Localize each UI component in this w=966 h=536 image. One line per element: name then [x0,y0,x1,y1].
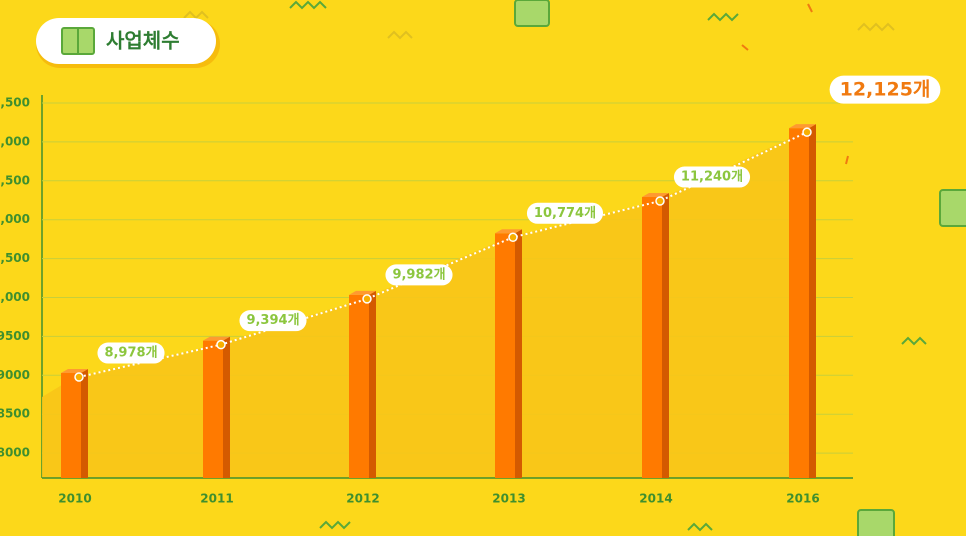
point [74,372,84,382]
title-icon [61,27,95,55]
bar-top [203,336,230,341]
bar [789,128,809,479]
y-tick-label: 8500 [0,407,30,421]
x-tick-label: 2013 [492,492,525,506]
bar-side [809,124,816,479]
point [216,339,226,350]
bar [61,373,81,478]
area [42,132,803,479]
y-tick-label: 9000 [0,368,30,382]
value-label: 9,982개 [392,267,445,282]
x-tick-label: 2011 [200,492,233,506]
value-label-bg [97,342,165,364]
bar-side [662,193,669,478]
bar-top [349,290,376,295]
bar-top [642,193,669,198]
bar [642,197,662,478]
y-tick-label: 11,500 [0,173,30,187]
bar-top [495,229,522,234]
point [362,294,372,304]
value-label-bg [385,264,453,286]
value-label: 8,978개 [104,346,157,361]
x-tick-label: 2016 [786,492,819,506]
y-tick-label: 8000 [0,446,30,460]
value-label-bg [673,166,751,188]
y-tick-label: 11,000 [0,212,30,226]
bar-side [223,336,230,478]
value-label-bg [829,75,941,104]
chart-title: 사업체수 [106,29,180,53]
value-label-bg [239,310,307,332]
bar-side [515,229,522,478]
x-tick-label: 2012 [346,492,379,506]
y-tick-label: 9500 [0,329,30,343]
value-label: 12,125개 [840,79,931,101]
y-tick-label: 10,500 [0,251,30,265]
point [655,196,665,206]
bar [203,340,223,478]
x-tick-label: 2010 [58,492,91,506]
value-label: 9,394개 [246,313,299,328]
y-tick-label: 10,000 [0,290,30,304]
value-label: 10,774개 [534,206,596,221]
x-tick-label: 2014 [639,492,672,506]
bar-top [61,369,88,374]
bar-top [789,124,816,129]
bar-side [81,369,88,478]
bar [349,294,369,478]
point [802,127,812,137]
trend-line [78,131,808,378]
bar-side [369,290,376,478]
y-tick-label: 12,500 [0,96,30,110]
y-tick-label: 12,000 [0,134,30,148]
bar [495,233,515,478]
point [508,232,518,243]
decoration [183,0,966,536]
value-label-bg [526,202,604,224]
value-label: 11,240개 [681,170,743,185]
